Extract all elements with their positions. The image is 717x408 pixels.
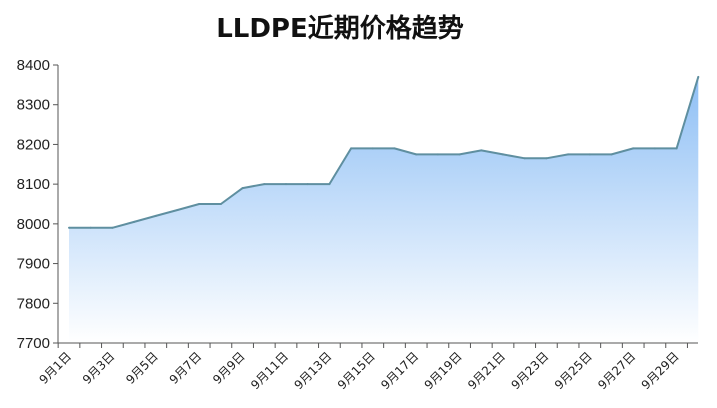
data-point: [68, 226, 70, 229]
x-tick-label: 9月19日: [422, 349, 465, 392]
y-tick-label: 7900: [17, 256, 50, 273]
y-tick-label: 8400: [17, 57, 50, 74]
x-tick-label: 9月15日: [335, 349, 378, 392]
x-tick-label: 9月17日: [378, 349, 421, 392]
chart-title: LLDPE近期价格趋势: [216, 14, 464, 44]
y-tick-label: 8000: [17, 216, 50, 233]
x-tick-label: 9月11日: [248, 349, 291, 392]
y-tick-label: 7700: [17, 335, 50, 352]
x-tick-label: 9月21日: [465, 349, 508, 392]
data-point: [371, 147, 374, 150]
data-point: [436, 153, 439, 156]
data-point: [545, 157, 548, 160]
x-tick-label: 9月13日: [291, 349, 334, 392]
data-point: [653, 147, 656, 150]
x-tick-label: 9月1日: [36, 349, 74, 387]
y-tick-label: 7800: [17, 295, 50, 312]
data-point: [263, 183, 266, 186]
data-point: [133, 220, 136, 223]
x-tick-label: 9月5日: [123, 349, 161, 387]
y-tick-label: 8100: [17, 176, 50, 193]
data-point: [241, 187, 244, 190]
data-point: [458, 153, 461, 156]
data-point: [632, 147, 635, 150]
data-point: [393, 147, 396, 150]
data-point: [697, 75, 700, 78]
data-point: [610, 153, 613, 156]
data-point: [415, 153, 418, 156]
data-point: [567, 153, 570, 156]
x-tick-label: 9月25日: [552, 349, 595, 392]
data-point: [480, 149, 483, 152]
data-point: [502, 153, 504, 156]
data-point: [154, 214, 157, 217]
data-point: [306, 183, 309, 186]
data-point: [198, 203, 201, 205]
data-point: [111, 226, 114, 229]
y-tick-label: 8300: [17, 97, 50, 114]
data-point: [350, 147, 353, 150]
x-tick-label: 9月29日: [639, 349, 682, 392]
data-point: [219, 203, 222, 205]
x-tick-label: 9月3日: [80, 349, 118, 387]
y-tick-label: 8200: [17, 136, 50, 153]
data-point: [89, 226, 92, 229]
series-line: [69, 76, 700, 229]
x-tick-label: 9月9日: [210, 349, 248, 387]
data-point: [328, 183, 331, 186]
data-point: [675, 147, 678, 150]
data-point: [588, 153, 591, 156]
area-fill: [69, 76, 699, 344]
data-point: [285, 183, 287, 186]
x-tick-label: 9月27日: [595, 349, 638, 392]
x-tick-label: 9月7日: [167, 349, 205, 387]
data-point: [176, 209, 179, 211]
data-point: [523, 157, 526, 160]
x-tick-label: 9月23日: [508, 349, 551, 392]
